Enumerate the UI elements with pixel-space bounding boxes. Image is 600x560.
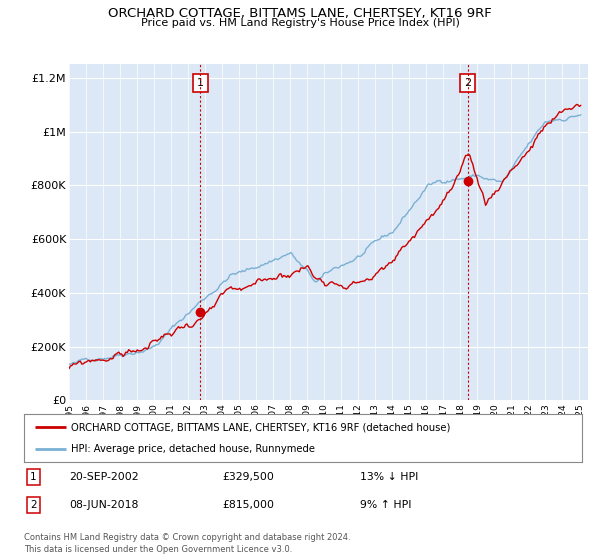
Text: 9% ↑ HPI: 9% ↑ HPI <box>360 500 412 510</box>
Text: ORCHARD COTTAGE, BITTAMS LANE, CHERTSEY, KT16 9RF (detached house): ORCHARD COTTAGE, BITTAMS LANE, CHERTSEY,… <box>71 422 451 432</box>
Text: Contains HM Land Registry data © Crown copyright and database right 2024.
This d: Contains HM Land Registry data © Crown c… <box>24 533 350 554</box>
Text: £815,000: £815,000 <box>222 500 274 510</box>
Text: 1: 1 <box>197 78 204 88</box>
Text: 13% ↓ HPI: 13% ↓ HPI <box>360 472 418 482</box>
Text: 20-SEP-2002: 20-SEP-2002 <box>69 472 139 482</box>
Text: ORCHARD COTTAGE, BITTAMS LANE, CHERTSEY, KT16 9RF: ORCHARD COTTAGE, BITTAMS LANE, CHERTSEY,… <box>108 7 492 20</box>
Text: 2: 2 <box>30 500 37 510</box>
Text: HPI: Average price, detached house, Runnymede: HPI: Average price, detached house, Runn… <box>71 444 316 454</box>
Text: Price paid vs. HM Land Registry's House Price Index (HPI): Price paid vs. HM Land Registry's House … <box>140 18 460 28</box>
Text: 1: 1 <box>30 472 37 482</box>
Text: 2: 2 <box>464 78 472 88</box>
Text: £329,500: £329,500 <box>222 472 274 482</box>
Text: 08-JUN-2018: 08-JUN-2018 <box>69 500 139 510</box>
